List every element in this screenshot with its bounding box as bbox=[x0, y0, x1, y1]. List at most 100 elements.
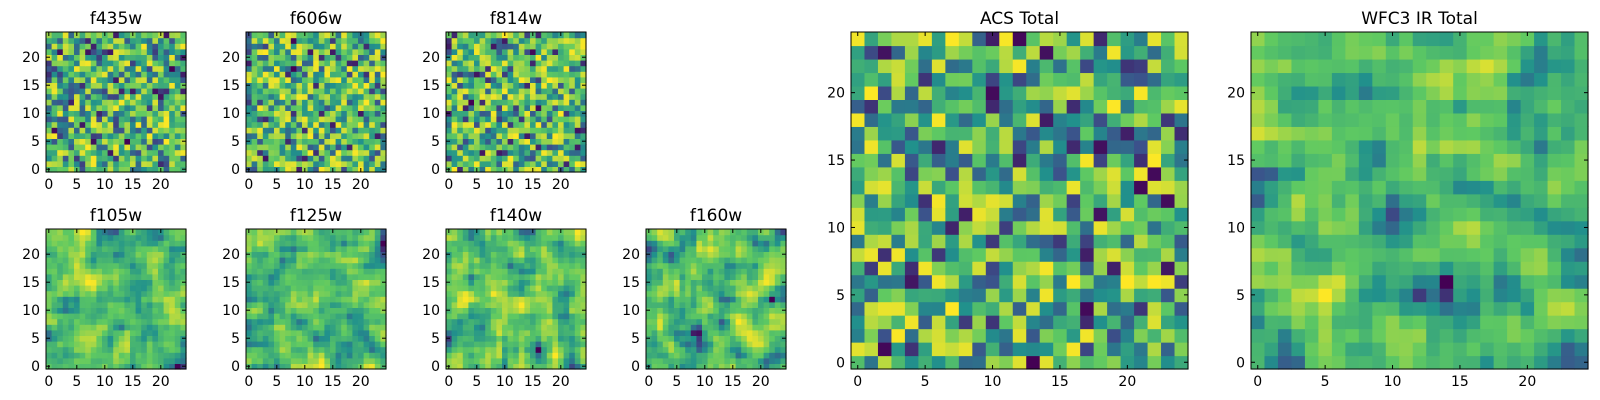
heatmap-cell bbox=[180, 155, 187, 162]
heatmap-cell bbox=[558, 82, 565, 89]
heatmap-cell bbox=[985, 261, 1000, 276]
heatmap-cell bbox=[685, 346, 692, 353]
heatmap-cell bbox=[141, 318, 148, 325]
heatmap-cell bbox=[251, 279, 258, 286]
heatmap-cell bbox=[518, 88, 525, 95]
heatmap-cell bbox=[169, 341, 176, 348]
heatmap-cell bbox=[718, 357, 725, 364]
heatmap-cell bbox=[513, 363, 520, 370]
heatmap-cell bbox=[457, 257, 464, 264]
heatmap-cell bbox=[462, 296, 469, 303]
heatmap-cell bbox=[769, 357, 776, 364]
heatmap-cell bbox=[741, 363, 748, 370]
heatmap-cell bbox=[713, 245, 720, 252]
heatmap-cell bbox=[268, 166, 275, 173]
heatmap-cell bbox=[302, 65, 309, 72]
heatmap-cell bbox=[496, 104, 503, 111]
heatmap-cell bbox=[724, 346, 731, 353]
heatmap-cell bbox=[268, 48, 275, 55]
heatmap-cell bbox=[746, 262, 753, 269]
heatmap-cell bbox=[713, 301, 720, 308]
heatmap-cell bbox=[369, 43, 376, 50]
heatmap-cell bbox=[85, 257, 92, 264]
heatmap-cell bbox=[146, 245, 153, 252]
heatmap-cell bbox=[530, 279, 537, 286]
heatmap-cell bbox=[174, 296, 181, 303]
heatmap-cell bbox=[296, 132, 303, 139]
heatmap-cell bbox=[479, 279, 486, 286]
heatmap-cell bbox=[702, 268, 709, 275]
heatmap-cell bbox=[68, 54, 75, 61]
heatmap-cell bbox=[496, 341, 503, 348]
heatmap-cell bbox=[180, 285, 187, 292]
heatmap-cell bbox=[674, 251, 681, 258]
heatmap-cell bbox=[268, 341, 275, 348]
heatmap-cell bbox=[341, 262, 348, 269]
heatmap-cell bbox=[130, 251, 137, 258]
heatmap-cell bbox=[780, 357, 787, 364]
heatmap-cell bbox=[474, 99, 481, 106]
heatmap-cell bbox=[363, 251, 370, 258]
heatmap-cell bbox=[507, 32, 514, 39]
heatmap-cell bbox=[774, 285, 781, 292]
heatmap-cell bbox=[374, 341, 381, 348]
heatmap-cell bbox=[358, 296, 365, 303]
heatmap-cell bbox=[741, 234, 748, 241]
heatmap-cell bbox=[141, 54, 148, 61]
heatmap-cell bbox=[518, 60, 525, 67]
heatmap-cell bbox=[279, 279, 286, 286]
heatmap-cell bbox=[90, 273, 97, 280]
heatmap-cell bbox=[468, 262, 475, 269]
heatmap-cell bbox=[285, 290, 292, 297]
heatmap-cell bbox=[257, 104, 264, 111]
heatmap-cell bbox=[696, 346, 703, 353]
heatmap-cell bbox=[1107, 207, 1122, 222]
heatmap-cell bbox=[690, 335, 697, 342]
heatmap-cell bbox=[574, 324, 581, 331]
heatmap-cell bbox=[118, 329, 125, 336]
heatmap-cell bbox=[746, 273, 753, 280]
heatmap-cell bbox=[485, 82, 492, 89]
heatmap-cell bbox=[118, 71, 125, 78]
heatmap-cell bbox=[152, 324, 159, 331]
heatmap-cell bbox=[346, 65, 353, 72]
heatmap-cell bbox=[85, 149, 92, 156]
heatmap-cell bbox=[169, 318, 176, 325]
heatmap-cell bbox=[541, 262, 548, 269]
heatmap-cell bbox=[152, 245, 159, 252]
heatmap-cell bbox=[679, 262, 686, 269]
heatmap-cell bbox=[546, 88, 553, 95]
heatmap-cell bbox=[268, 104, 275, 111]
heatmap-cell bbox=[113, 352, 120, 359]
heatmap-cell bbox=[380, 32, 387, 39]
heatmap-cell bbox=[535, 290, 542, 297]
heatmap-cell bbox=[945, 288, 960, 303]
heatmap-cell bbox=[174, 32, 181, 39]
heatmap-cell bbox=[352, 240, 359, 247]
heatmap-cell bbox=[724, 352, 731, 359]
heatmap-cell bbox=[369, 37, 376, 44]
heatmap-cell bbox=[552, 329, 559, 336]
heatmap-cell bbox=[102, 318, 109, 325]
heatmap-cell bbox=[468, 132, 475, 139]
heatmap-cell bbox=[130, 160, 137, 167]
heatmap-cell bbox=[130, 290, 137, 297]
heatmap-cell bbox=[530, 71, 537, 78]
heatmap-cell bbox=[507, 144, 514, 151]
heatmap-cell bbox=[958, 153, 973, 168]
heatmap-cell bbox=[251, 149, 258, 156]
heatmap-cell bbox=[341, 290, 348, 297]
heatmap-cell bbox=[296, 60, 303, 67]
heatmap-cell bbox=[68, 296, 75, 303]
heatmap-cell bbox=[851, 274, 866, 289]
heatmap-cell bbox=[1134, 193, 1149, 208]
heatmap-cell bbox=[285, 352, 292, 359]
heatmap-cell bbox=[152, 65, 159, 72]
heatmap-cell bbox=[1134, 247, 1149, 262]
heatmap-cell bbox=[62, 37, 69, 44]
heatmap-cell bbox=[124, 93, 131, 100]
heatmap-cell bbox=[580, 71, 587, 78]
heatmap-cell bbox=[274, 88, 281, 95]
heatmap-cell bbox=[468, 229, 475, 236]
heatmap-cell bbox=[74, 307, 81, 314]
